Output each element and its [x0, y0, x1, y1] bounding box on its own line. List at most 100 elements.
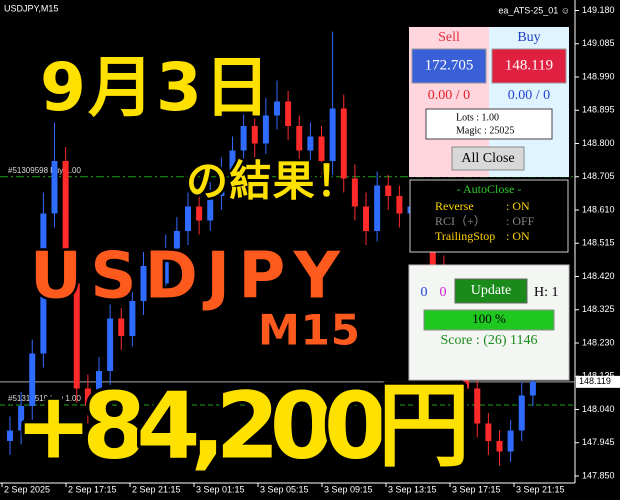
autoclose-key: Reverse	[435, 199, 474, 213]
candle-body	[285, 101, 292, 126]
y-tick-label: 148.325	[582, 304, 615, 314]
update-button[interactable]	[454, 278, 528, 304]
candle-body	[84, 388, 91, 406]
candle-body	[96, 371, 102, 406]
candle-body	[507, 430, 514, 452]
candle-body	[229, 150, 236, 172]
buy-button[interactable]	[491, 48, 567, 84]
candle-body	[274, 101, 280, 116]
candle-body	[529, 381, 536, 396]
candle-body	[73, 283, 80, 389]
candle-body	[474, 388, 481, 424]
y-tick-label: 148.610	[582, 204, 615, 214]
x-tick-label: 3 Sep 17:15	[452, 484, 501, 494]
magic: Magic : 25025	[456, 125, 514, 136]
h-label: H: 1	[534, 285, 559, 300]
candle-body	[40, 213, 47, 354]
candle-body	[207, 196, 214, 221]
candle-body	[396, 196, 403, 214]
candle-body	[296, 126, 303, 151]
y-tick-label: 149.180	[582, 5, 615, 15]
autoclose-key: TrailingStop	[435, 229, 495, 243]
sell-pl: 0.00 / 0	[428, 88, 470, 103]
y-tick-label: 148.990	[582, 71, 615, 81]
x-tick-label: 3 Sep 09:15	[324, 484, 373, 494]
x-tick-label: 2 Sep 17:15	[68, 484, 117, 494]
score-label: Score : (26) 1146	[440, 333, 537, 348]
symbol: USDJPY,M15	[4, 3, 58, 13]
y-tick-label: 148.515	[582, 238, 615, 248]
y-tick-label: 148.705	[582, 171, 615, 181]
y-tick-label: 149.085	[582, 38, 615, 48]
progress-label: 100 %	[472, 311, 506, 326]
x-tick-label: 3 Sep 05:15	[260, 484, 309, 494]
ea-name: ea_ATS-25_01 ☺	[498, 5, 570, 15]
autoclose-value: : ON	[506, 199, 530, 213]
order-label: #51309598 buy 1.00	[8, 166, 82, 175]
overlay-result: の結果！	[186, 157, 358, 206]
x-tick-label: 2 Sep 21:15	[132, 484, 181, 494]
buy-label: Buy	[517, 30, 540, 45]
candle-body	[162, 248, 169, 284]
sell-button[interactable]	[411, 48, 487, 84]
candle-body	[185, 206, 191, 231]
candle-body	[340, 108, 347, 179]
all-close-label: All Close	[461, 151, 514, 166]
overlay-pair: USDJPY	[30, 240, 341, 314]
candle-body	[496, 441, 503, 452]
autoclose-value: : ON	[506, 229, 530, 243]
lots: Lots : 1.00	[456, 112, 499, 123]
candle-body	[363, 206, 369, 231]
overlay-profit: +84,200円	[15, 372, 470, 479]
y-tick-label: 148.230	[582, 337, 615, 347]
candle-body	[218, 171, 225, 196]
y-tick-label: 147.850	[582, 470, 615, 480]
order-label: #51314519 buy 1.00	[8, 394, 82, 403]
candle-body	[51, 161, 58, 214]
count-b: 0	[440, 285, 447, 300]
bid-box	[576, 375, 620, 388]
update-label: Update	[471, 283, 511, 298]
candle-body	[62, 161, 69, 284]
buy-pl: 0.00 / 0	[508, 88, 550, 103]
candle-body	[518, 395, 525, 431]
candle-body	[7, 430, 13, 441]
candle-body	[173, 231, 180, 249]
candle-body	[307, 136, 314, 151]
y-tick-label: 148.800	[582, 138, 615, 148]
candle-body	[240, 126, 247, 151]
y-tick-label: 148.895	[582, 105, 615, 115]
candle-body	[196, 206, 203, 221]
candle-body	[151, 266, 158, 284]
x-tick-label: 3 Sep 01:15	[196, 484, 245, 494]
y-tick-label: 148.420	[582, 271, 615, 281]
candle-body	[118, 318, 125, 336]
count-a: 0	[421, 285, 428, 300]
y-tick-label: 147.945	[582, 437, 615, 447]
candle-body	[374, 185, 381, 231]
candle-body	[129, 301, 136, 336]
buy-price: 148.119	[505, 57, 553, 73]
sell-price: 172.705	[425, 57, 474, 73]
overlay-timeframe: M15	[258, 306, 360, 355]
candle-body	[18, 406, 25, 431]
candle-body	[485, 423, 492, 441]
x-tick-label: 3 Sep 21:15	[516, 484, 565, 494]
autoclose-panel	[409, 179, 569, 253]
x-tick-label: 3 Sep 13:15	[388, 484, 437, 494]
candle-body	[29, 353, 36, 406]
autoclose-title: - AutoClose -	[457, 182, 522, 196]
x-tick-label: 2 Sep 2025	[4, 484, 50, 494]
candle-body	[262, 115, 269, 144]
candle-body	[351, 178, 358, 207]
candle-body	[318, 136, 325, 161]
candle-body	[385, 185, 392, 196]
bid-label: 148.119	[579, 376, 611, 386]
sell-label: Sell	[438, 30, 460, 45]
y-tick-label: 148.040	[582, 404, 615, 414]
candle-body	[251, 126, 258, 144]
all-close-button[interactable]	[451, 146, 525, 171]
progress-bar	[423, 309, 555, 331]
